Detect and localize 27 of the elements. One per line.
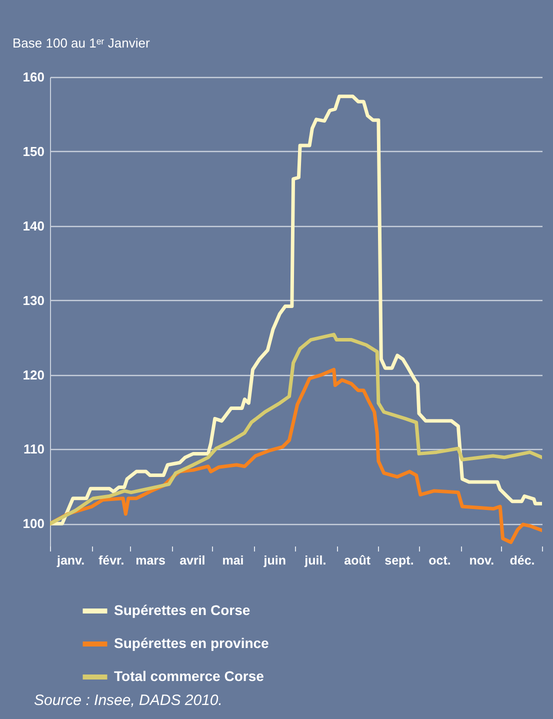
y-tick-label: 130 xyxy=(22,292,44,308)
y-tick-label: 100 xyxy=(22,516,44,532)
y-axis-title: Base 100 au 1ᵉʳ Janvier xyxy=(12,36,150,50)
y-tick-label: 160 xyxy=(22,70,44,84)
line-series xyxy=(50,332,542,526)
line-series xyxy=(50,368,542,544)
x-tick-label: avril xyxy=(180,554,206,568)
y-tick-label: 150 xyxy=(22,144,44,159)
x-tick-label: févr. xyxy=(98,554,124,568)
source-note: Source : Insee, DADS 2010. xyxy=(34,692,222,709)
x-tick-label: nov. xyxy=(469,554,494,568)
x-tick-label: oct. xyxy=(428,554,451,568)
line-series xyxy=(50,94,542,526)
x-tick-label: sept. xyxy=(384,554,414,568)
x-tick-label: mai xyxy=(222,554,244,568)
x-tick-label: juin xyxy=(262,554,286,568)
x-tick-label: juil. xyxy=(304,554,326,568)
y-tick-label: 110 xyxy=(24,442,44,457)
y-tick-label: 140 xyxy=(22,218,44,234)
x-tick-label: déc. xyxy=(510,554,535,568)
legend-label: Supérettes en Corse xyxy=(114,602,250,618)
y-tick-label: 120 xyxy=(22,367,44,382)
legend-label: Total commerce Corse xyxy=(114,668,264,684)
x-tick-label: mars xyxy=(136,554,166,568)
legend-label: Supérettes en province xyxy=(114,635,270,651)
x-tick-label: janv. xyxy=(56,554,85,568)
x-tick-label: août xyxy=(344,554,372,568)
